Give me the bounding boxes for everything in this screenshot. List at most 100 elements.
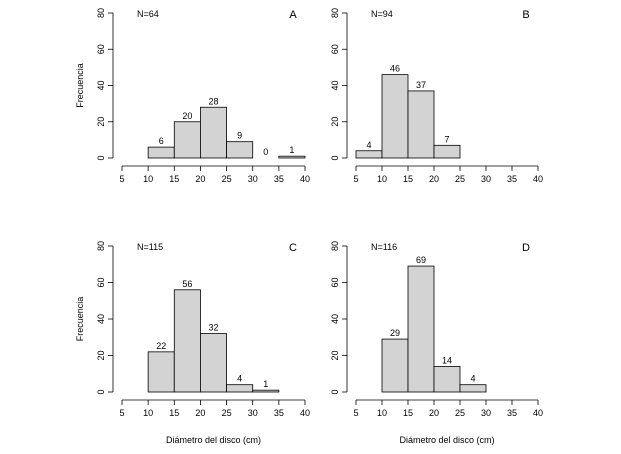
histogram-bar: [200, 333, 227, 393]
x-tick-label: 20: [429, 174, 439, 184]
x-tick-label: 30: [248, 408, 258, 418]
y-tick-label: 80: [96, 8, 106, 18]
x-tick-label: 25: [222, 174, 232, 184]
sample-size-label: N=94: [371, 9, 393, 19]
histogram-bar: [252, 389, 280, 393]
sample-size-label: N=115: [137, 242, 163, 252]
x-tick-label: 40: [300, 408, 310, 418]
x-tick-label: 40: [533, 174, 543, 184]
histogram-bar: [407, 90, 435, 159]
bar-value-label: 46: [390, 64, 400, 74]
bar-value-label: 4: [237, 374, 242, 384]
x-tick-label: 25: [222, 408, 232, 418]
x-tick-label: 5: [353, 408, 358, 418]
y-tick-label: 40: [330, 80, 340, 90]
sample-size-label: N=64: [137, 9, 159, 19]
panel-letter: C: [289, 242, 297, 254]
bar-value-label: 1: [289, 145, 294, 155]
y-tick-label: 60: [330, 44, 340, 54]
x-tick-label: 30: [248, 174, 258, 184]
y-tick-label: 20: [96, 350, 106, 360]
bar-value-label: 7: [444, 134, 449, 144]
bar-value-label: 20: [182, 111, 192, 121]
histogram-bar: [433, 144, 461, 159]
histogram-bar: [407, 265, 435, 393]
bar-value-label: 4: [470, 374, 475, 384]
histogram-bar: [200, 106, 227, 159]
x-tick-label: 35: [507, 408, 517, 418]
x-tick-label: 35: [274, 408, 284, 418]
histogram-bar: [381, 74, 409, 159]
bar-value-label: 28: [208, 96, 218, 106]
y-tick-label: 0: [330, 155, 340, 160]
bar-value-label: 32: [208, 323, 218, 333]
x-tick-label: 15: [169, 174, 179, 184]
y-tick-label: 40: [96, 314, 106, 324]
x-tick-label: 30: [481, 174, 491, 184]
y-tick-label: 40: [330, 314, 340, 324]
x-tick-label: 10: [143, 408, 153, 418]
bar-value-label: 6: [159, 136, 164, 146]
x-tick-label: 10: [377, 408, 387, 418]
histogram-bar: [147, 146, 175, 159]
bar-value-label: 69: [416, 255, 426, 265]
histogram-bar: [173, 289, 201, 393]
x-tick-label: 5: [119, 408, 124, 418]
histogram-bar: [147, 351, 175, 393]
histogram-bar: [278, 155, 306, 159]
y-tick-label: 60: [330, 277, 340, 287]
y-tick-label: 0: [330, 389, 340, 394]
x-tick-label: 30: [481, 408, 491, 418]
histogram-bar: [226, 141, 254, 159]
x-tick-label: 25: [455, 174, 465, 184]
x-tick-label: 10: [377, 174, 387, 184]
x-tick-label: 35: [274, 174, 284, 184]
y-tick-label: 20: [330, 350, 340, 360]
sample-size-label: N=116: [371, 242, 397, 252]
x-tick-label: 15: [403, 408, 413, 418]
bar-value-label: 37: [416, 80, 426, 90]
bar-value-label: 0: [263, 147, 268, 157]
x-tick-label: 20: [195, 408, 205, 418]
histogram-bar: [355, 150, 383, 159]
histogram-bar: [173, 121, 201, 159]
x-tick-label: 5: [119, 174, 124, 184]
y-tick-label: 20: [330, 117, 340, 127]
bar-value-label: 56: [182, 279, 192, 289]
x-axis-title: Diámetro del disco (cm): [399, 435, 494, 445]
x-tick-label: 20: [195, 174, 205, 184]
histogram-bar: [381, 338, 409, 393]
panel-letter: B: [522, 9, 529, 21]
y-tick-label: 20: [96, 117, 106, 127]
x-tick-label: 25: [455, 408, 465, 418]
y-tick-label: 80: [330, 241, 340, 251]
y-tick-label: 40: [96, 80, 106, 90]
bar-value-label: 22: [156, 341, 166, 351]
y-axis-title: Frecuencia: [75, 297, 85, 342]
panel-letter: A: [289, 9, 297, 21]
histogram-bar: [226, 384, 254, 393]
y-tick-label: 80: [96, 241, 106, 251]
x-tick-label: 5: [353, 174, 358, 184]
bar-value-label: 14: [442, 355, 452, 365]
x-tick-label: 40: [533, 408, 543, 418]
x-tick-label: 35: [507, 174, 517, 184]
panel-letter: D: [522, 242, 530, 254]
y-tick-label: 0: [96, 155, 106, 160]
x-axis-title: Diámetro del disco (cm): [166, 435, 261, 445]
bar-value-label: 1: [263, 379, 268, 389]
y-axis-title: Frecuencia: [75, 63, 85, 108]
x-tick-label: 20: [429, 408, 439, 418]
x-tick-label: 15: [169, 408, 179, 418]
y-tick-label: 60: [96, 277, 106, 287]
bar-value-label: 4: [366, 140, 371, 150]
x-tick-label: 15: [403, 174, 413, 184]
y-tick-label: 60: [96, 44, 106, 54]
histogram-bar: [459, 384, 487, 393]
y-tick-label: 80: [330, 8, 340, 18]
bar-value-label: 9: [237, 131, 242, 141]
bar-value-label: 29: [390, 328, 400, 338]
x-tick-label: 10: [143, 174, 153, 184]
